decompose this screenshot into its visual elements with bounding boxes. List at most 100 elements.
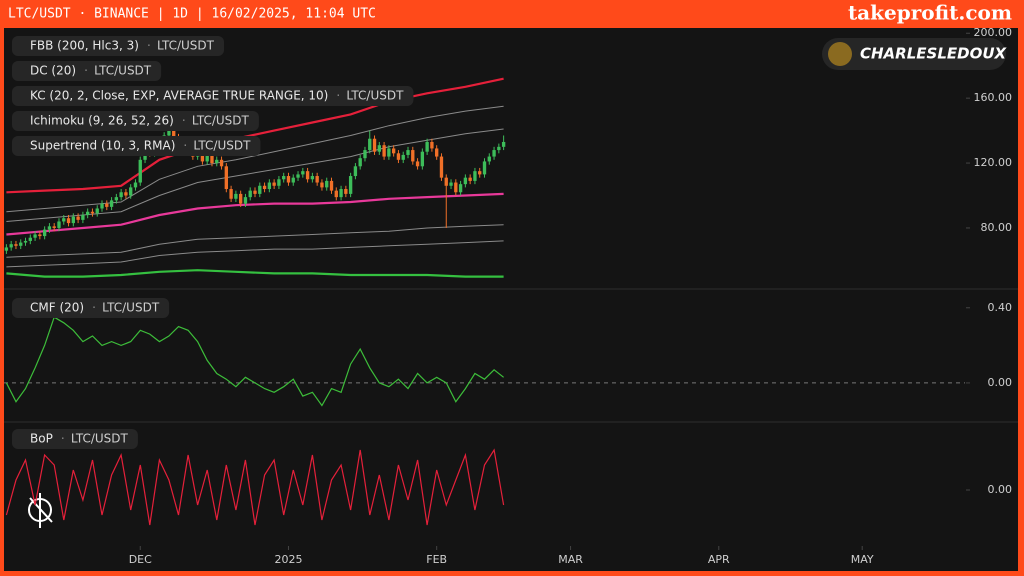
candle-body (81, 214, 85, 220)
line (6, 240, 504, 268)
candle-body (368, 138, 372, 151)
candle-body (62, 218, 66, 222)
candle-body (382, 145, 386, 157)
badge-text: CHARLESLEDOUX (860, 45, 1008, 63)
candle-body (296, 174, 300, 178)
candle-body (444, 177, 448, 186)
pane: 0.40 0.00 CMF (20) · LTC/USDT (4, 298, 1013, 407)
y-tick-label: 160.00 (974, 91, 1013, 104)
x-tick-label: MAR (558, 553, 583, 566)
y-tick-label: 80.00 (981, 221, 1013, 234)
badge (822, 38, 1006, 70)
candle-body (28, 237, 32, 241)
indicator-separator: · (336, 89, 340, 103)
indicator-separator: · (84, 64, 88, 78)
x-tick-label: FEB (426, 553, 447, 566)
indicator-name: CMF (20) (30, 301, 84, 315)
candle-body (396, 153, 401, 160)
indicator-separator: · (183, 139, 187, 153)
candle-body (372, 138, 377, 152)
candle-body (38, 234, 42, 237)
indicator-pill (12, 36, 224, 56)
candle-body (310, 176, 315, 180)
candle-body (253, 190, 257, 194)
indicator-name: BoP (30, 432, 53, 446)
candle-body (4, 247, 9, 251)
candle-body (439, 156, 444, 178)
line (6, 269, 504, 278)
candle-body (487, 156, 491, 162)
indicator-symbol: LTC/USDT (94, 64, 152, 78)
candle-body (52, 226, 56, 228)
candle-body (454, 182, 458, 193)
candle-body (478, 171, 482, 175)
candle-body (286, 176, 291, 183)
candle-body (124, 192, 128, 196)
candle-body (9, 244, 13, 248)
header-title: LTC/USDT · BINANCE | 1D | 16/02/2025, 11… (8, 7, 376, 22)
candle-body (229, 189, 233, 199)
line (6, 77, 504, 194)
candle-body (262, 185, 267, 190)
candle-body (430, 141, 434, 149)
candle-body (473, 171, 477, 181)
candle-body (415, 161, 420, 167)
candle-body (411, 150, 415, 162)
candle-body (234, 193, 238, 199)
candle-body (344, 189, 348, 194)
candle-body (348, 176, 353, 194)
candle-body (243, 197, 248, 204)
candle-body (19, 242, 23, 246)
candle-body (114, 197, 119, 201)
indicator-separator: · (182, 114, 186, 128)
candle-body (449, 182, 453, 186)
candle-body (305, 171, 310, 180)
candle-body (391, 148, 396, 154)
candle-body (200, 153, 205, 162)
indicator-pill (12, 136, 261, 156)
indicator-symbol: LTC/USDT (346, 89, 404, 103)
indicator-name: FBB (200, Hlc3, 3) (30, 39, 139, 53)
candle-body (353, 166, 358, 177)
indicator-pill (12, 61, 162, 81)
indicator-name: Supertrend (10, 3, RMA) (30, 139, 175, 153)
candle-body (358, 158, 362, 167)
y-tick-label: 200.00 (974, 26, 1013, 39)
pane: 80.00 120.00 160.00 200.00 FBB (200, Hlc3, 3… (4, 26, 1013, 278)
pane: 0.00 DEC 2025 FEB MAR APR MAY BoP · LTC/USDT (5, 429, 1013, 566)
indicator-symbol: LTC/USDT (192, 114, 250, 128)
y-tick-label: 0.40 (988, 301, 1013, 314)
candle-body (90, 211, 95, 214)
candle-body (501, 141, 506, 147)
indicator-symbol: LTC/USDT (71, 432, 129, 446)
candle-body (468, 177, 472, 181)
y-tick-label: 0.00 (988, 376, 1013, 389)
candle-body (401, 154, 405, 160)
candle-body (377, 145, 381, 152)
candle-body (105, 203, 109, 207)
indicator-separator: · (92, 301, 96, 315)
candle-body (291, 177, 295, 183)
candle-body (329, 180, 334, 191)
brand: takeprofit.com (848, 1, 1012, 25)
line (5, 448, 505, 526)
indicator-pill (12, 86, 414, 106)
candle-body (167, 130, 171, 136)
candle-body (425, 141, 429, 152)
candle-body (205, 154, 209, 162)
y-tick-label: 0.00 (988, 483, 1013, 496)
candle-body (219, 159, 224, 167)
candle-body (57, 221, 61, 228)
candle-body (363, 150, 367, 159)
candle-body (406, 150, 410, 155)
candle-body (172, 130, 176, 138)
candle-body (463, 177, 468, 185)
indicator-symbol: LTC/USDT (157, 39, 215, 53)
candle-body (85, 211, 90, 215)
candle-body (482, 161, 487, 175)
candle-body (66, 218, 71, 224)
indicator-separator: · (61, 432, 65, 446)
candle-body (301, 171, 305, 175)
